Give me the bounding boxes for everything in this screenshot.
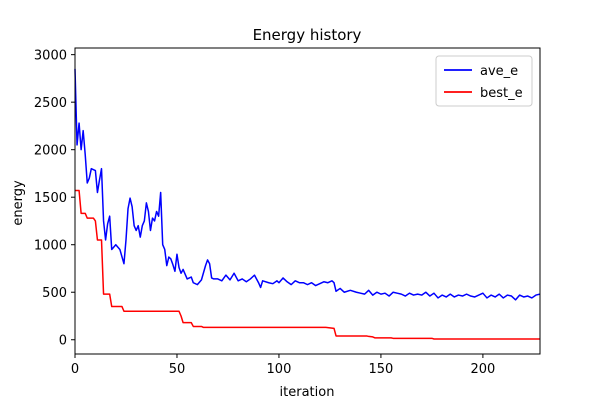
y-tick-label: 0 xyxy=(59,334,67,349)
x-tick-label: 0 xyxy=(71,362,79,377)
x-tick-label: 100 xyxy=(267,362,292,377)
x-tick-label: 150 xyxy=(369,362,394,377)
y-tick-label: 3000 xyxy=(34,49,67,64)
y-axis: 0 500 1000 1500 2000 2500 3000 xyxy=(34,49,75,349)
x-axis: 0 50 100 150 200 xyxy=(71,354,495,377)
legend: ave_e best_e xyxy=(435,55,533,107)
series-line-best-e xyxy=(75,189,540,340)
chart-title: Energy history xyxy=(253,26,362,44)
x-tick-label: 50 xyxy=(169,362,186,377)
y-tick-label: 1500 xyxy=(34,191,67,206)
x-axis-label: iteration xyxy=(280,385,335,400)
x-tick-label: 200 xyxy=(470,362,495,377)
plot-area xyxy=(74,47,541,355)
y-tick-label: 2500 xyxy=(34,96,67,111)
legend-label-ave-e: ave_e xyxy=(480,64,518,79)
plot-frame xyxy=(74,47,541,355)
legend-label-best-e: best_e xyxy=(480,86,523,101)
y-axis-label: energy xyxy=(11,180,26,226)
legend-box xyxy=(435,55,533,107)
y-tick-label: 1000 xyxy=(34,239,67,254)
y-tick-label: 500 xyxy=(42,286,67,301)
series-line-ave-e xyxy=(74,68,541,301)
y-tick-label: 2000 xyxy=(34,144,67,159)
